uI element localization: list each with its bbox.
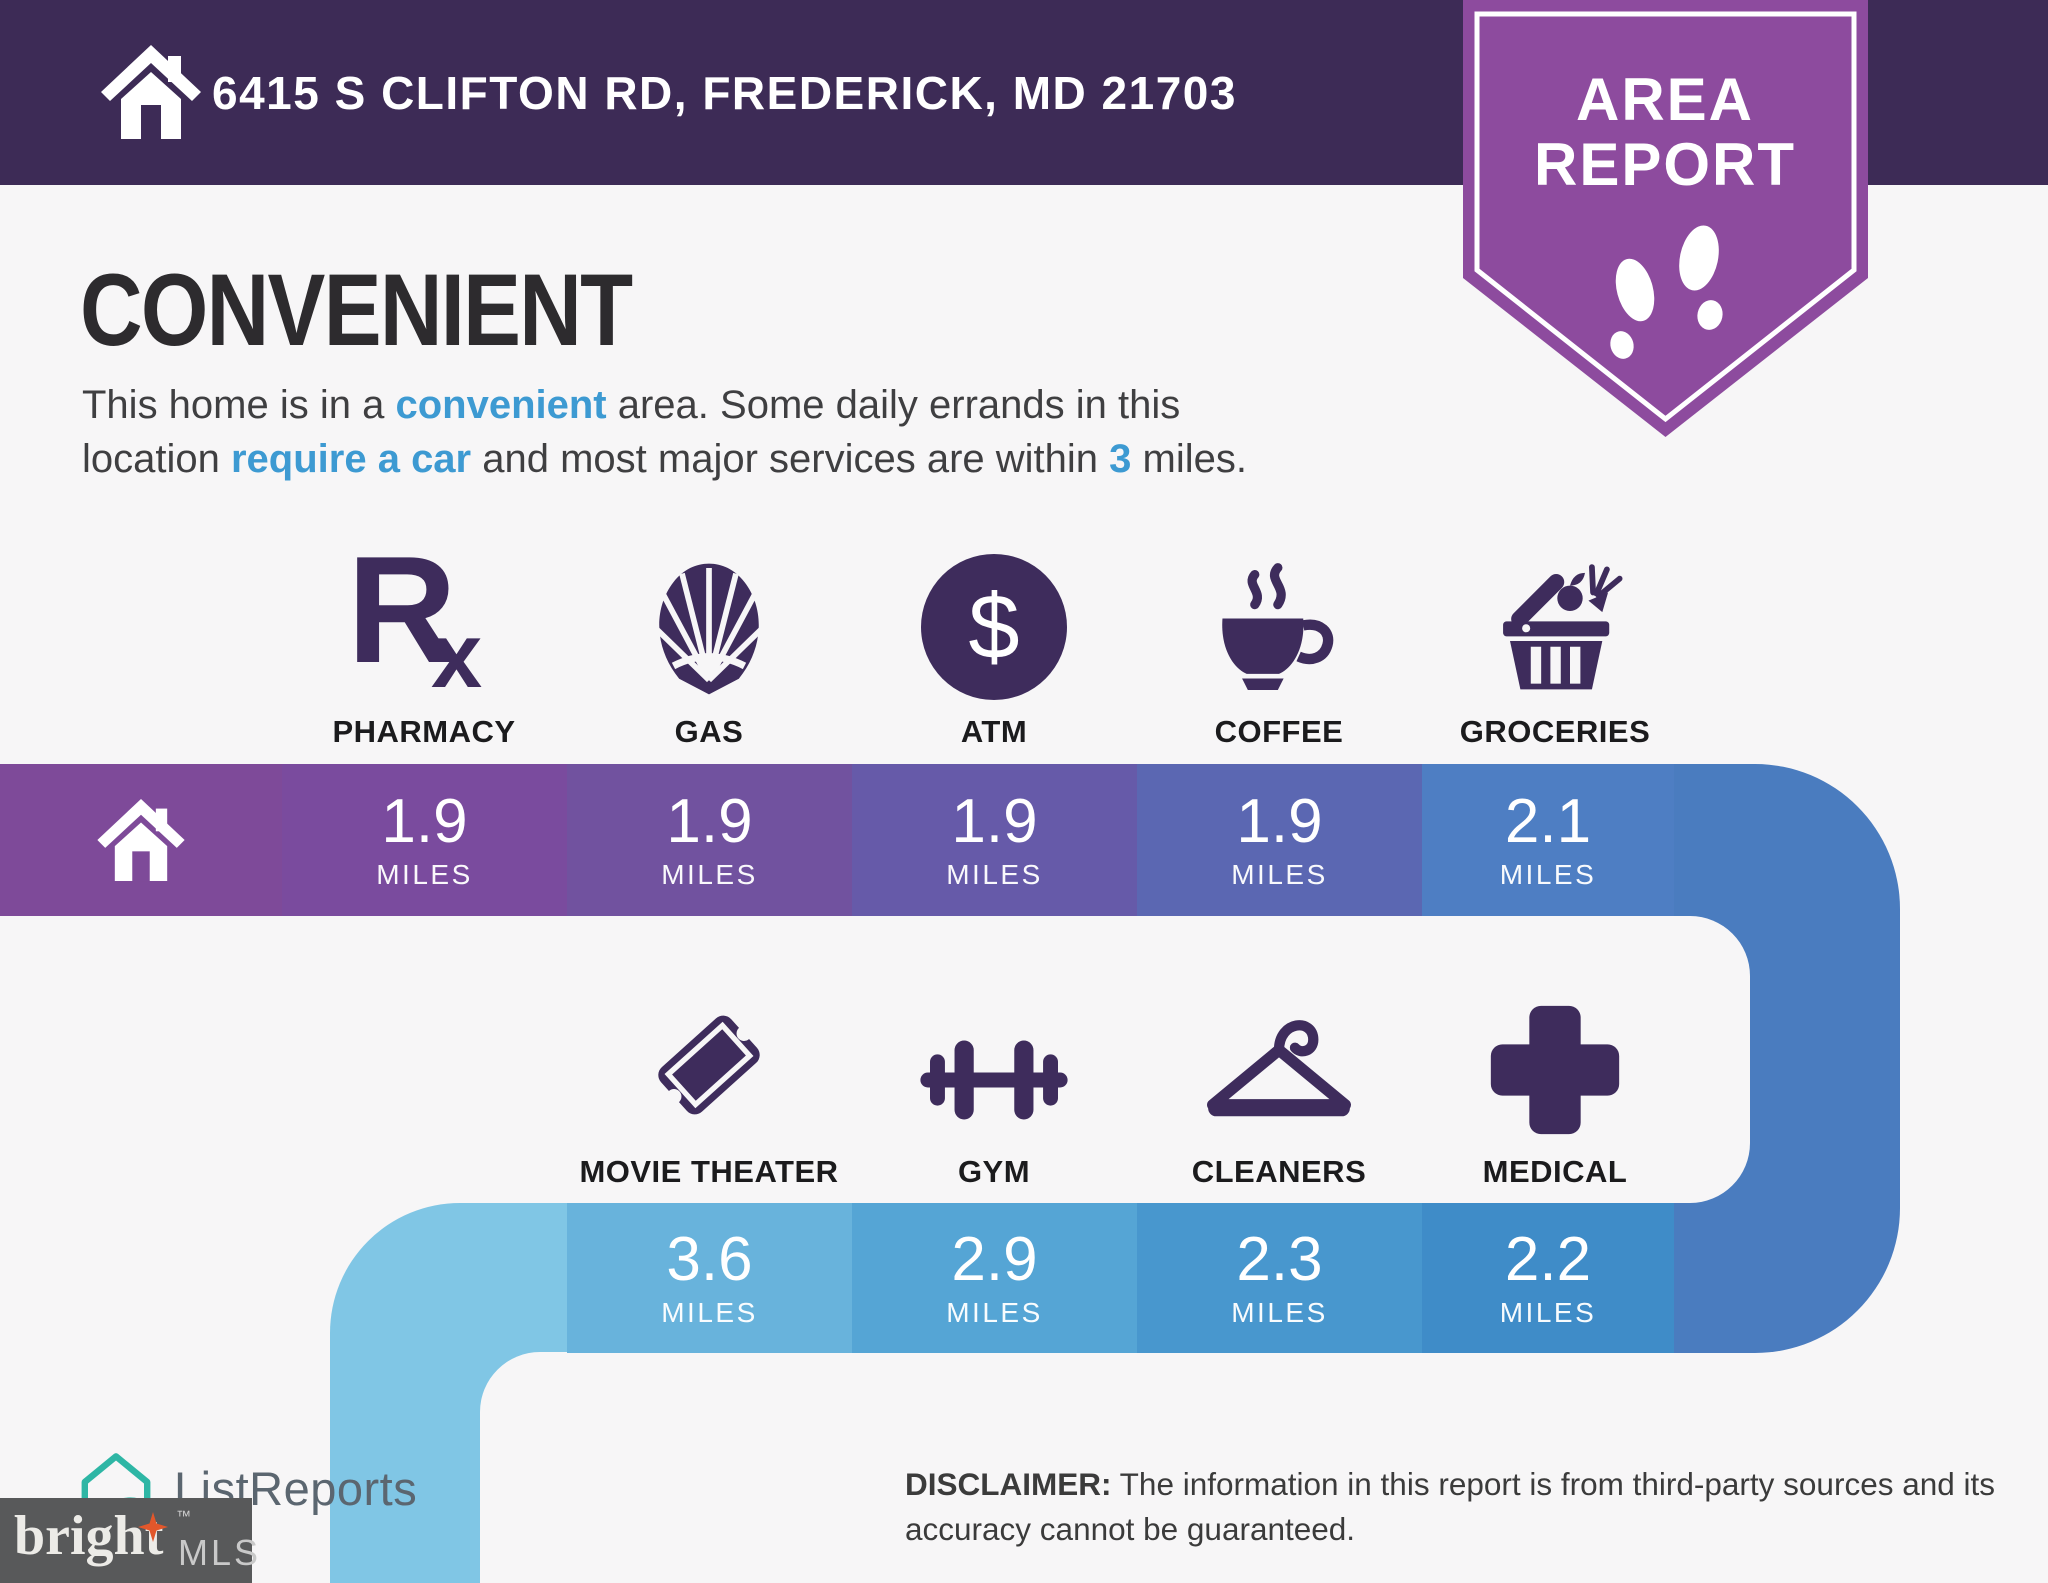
amenity-movie-theater: MOVIE THEATER xyxy=(559,992,859,1190)
amenity-gym: GYM xyxy=(844,992,1144,1190)
amenity-medical: MEDICAL xyxy=(1405,992,1705,1190)
amenity-groceries: GROCERIES xyxy=(1405,552,1705,750)
home-cell xyxy=(0,764,282,916)
distance-value: 2.1 xyxy=(1504,787,1592,857)
distance-unit: MILES xyxy=(661,858,758,890)
distance-value: 1.9 xyxy=(381,787,468,857)
mls-wordmark: MLS xyxy=(178,1532,262,1573)
amenity-cleaners: CLEANERS xyxy=(1129,992,1429,1190)
rx-icon: R x xyxy=(347,525,483,707)
description-line2: location require a car and most major se… xyxy=(82,437,1247,481)
amenity-atm: $ ATM xyxy=(844,552,1144,750)
amenity-label: GROCERIES xyxy=(1459,714,1651,749)
amenity-label: MEDICAL xyxy=(1482,1154,1628,1189)
distance-value: 2.2 xyxy=(1504,1225,1592,1295)
distance-cell-medical: 2.2 MILES xyxy=(1422,1203,1674,1353)
distance-value: 3.6 xyxy=(666,1225,753,1295)
highlight-convenient: convenient xyxy=(395,383,607,427)
amenity-coffee: COFFEE xyxy=(1129,552,1429,750)
disclaimer-label: DISCLAIMER: xyxy=(905,1466,1112,1502)
shell-icon xyxy=(654,563,764,695)
hanger-icon xyxy=(1207,1020,1351,1117)
distance-unit: MILES xyxy=(1231,858,1328,890)
distance-value: 1.9 xyxy=(1236,787,1323,857)
highlight-require-a-car: require a car xyxy=(230,437,472,481)
distance-unit: MILES xyxy=(946,1296,1043,1328)
amenity-label: CLEANERS xyxy=(1191,1154,1367,1189)
description-text: This home is in a convenient area. Some … xyxy=(82,378,1247,486)
distance-unit: MILES xyxy=(1231,1296,1328,1328)
distance-cell-movie-theater: 3.6 MILES xyxy=(567,1203,852,1353)
trademark-symbol: ™ xyxy=(176,1508,191,1525)
badge-line2: REPORT xyxy=(1534,131,1796,198)
home-icon xyxy=(101,45,201,139)
amenity-label: COFFEE xyxy=(1214,714,1344,749)
distance-cell-coffee: 1.9 MILES xyxy=(1137,764,1422,916)
distance-value: 1.9 xyxy=(951,787,1038,857)
badge-line1: AREA xyxy=(1576,66,1754,133)
page-title: CONVENIENT xyxy=(80,253,633,367)
snake-bottom-stripe xyxy=(330,1352,480,1583)
distance-bar-row2: 3.6 MILES 2.9 MILES 2.3 MILES 2.2 MILES xyxy=(567,1203,1674,1353)
snake-gap-notch-left xyxy=(480,1352,614,1486)
description-line1: This home is in a convenient area. Some … xyxy=(82,383,1181,427)
grocery-basket-icon xyxy=(1503,564,1623,690)
amenity-label: GAS xyxy=(674,714,744,749)
amenity-label: GYM xyxy=(957,1154,1031,1189)
snake-left-elbow xyxy=(330,1203,568,1353)
amenity-gas: GAS xyxy=(559,552,859,750)
distance-cell-atm: 1.9 MILES xyxy=(852,764,1137,916)
distance-unit: MILES xyxy=(1499,1296,1597,1328)
distance-bar-row1: 1.9 MILES 1.9 MILES 1.9 MILES 1.9 MILES … xyxy=(0,764,1674,916)
property-address: 6415 S CLIFTON RD, FREDERICK, MD 21703 xyxy=(212,66,1237,119)
distance-unit: MILES xyxy=(661,1296,758,1328)
amenity-label: PHARMACY xyxy=(332,714,516,749)
distance-cell-groceries: 2.1 MILES xyxy=(1422,764,1674,916)
distance-cell-cleaners: 2.3 MILES xyxy=(1137,1203,1422,1353)
footprints-icon xyxy=(1610,225,1723,359)
distance-cell-gym: 2.9 MILES xyxy=(852,1203,1137,1353)
distance-value: 2.3 xyxy=(1236,1225,1323,1295)
distance-unit: MILES xyxy=(946,858,1043,890)
distance-cell-gas: 1.9 MILES xyxy=(567,764,852,916)
home-icon xyxy=(97,798,185,882)
star-icon xyxy=(138,1512,168,1542)
distance-unit: MILES xyxy=(1499,858,1597,890)
amenity-pharmacy: R x PHARMACY xyxy=(274,525,574,750)
coffee-cup-icon xyxy=(1222,563,1334,690)
highlight-3: 3 xyxy=(1109,437,1132,481)
disclaimer-text: DISCLAIMER: The information in this repo… xyxy=(905,1466,1996,1547)
distance-value: 2.9 xyxy=(951,1225,1038,1295)
amenity-label: ATM xyxy=(960,714,1028,749)
medical-cross-icon xyxy=(1490,1005,1620,1135)
distance-value: 1.9 xyxy=(666,787,753,857)
distance-cell-pharmacy: 1.9 MILES xyxy=(282,764,567,916)
area-report-badge: AREA REPORT xyxy=(1463,0,1868,437)
bright-mls-logo: bright ™ MLS xyxy=(0,1498,258,1583)
distance-unit: MILES xyxy=(376,858,473,890)
dollar-circle-icon: $ xyxy=(921,554,1067,700)
dumbbell-icon xyxy=(920,1040,1068,1120)
bright-wordmark: bright xyxy=(14,1505,164,1567)
amenity-label: MOVIE THEATER xyxy=(579,1154,839,1189)
ticket-icon xyxy=(658,1015,760,1115)
